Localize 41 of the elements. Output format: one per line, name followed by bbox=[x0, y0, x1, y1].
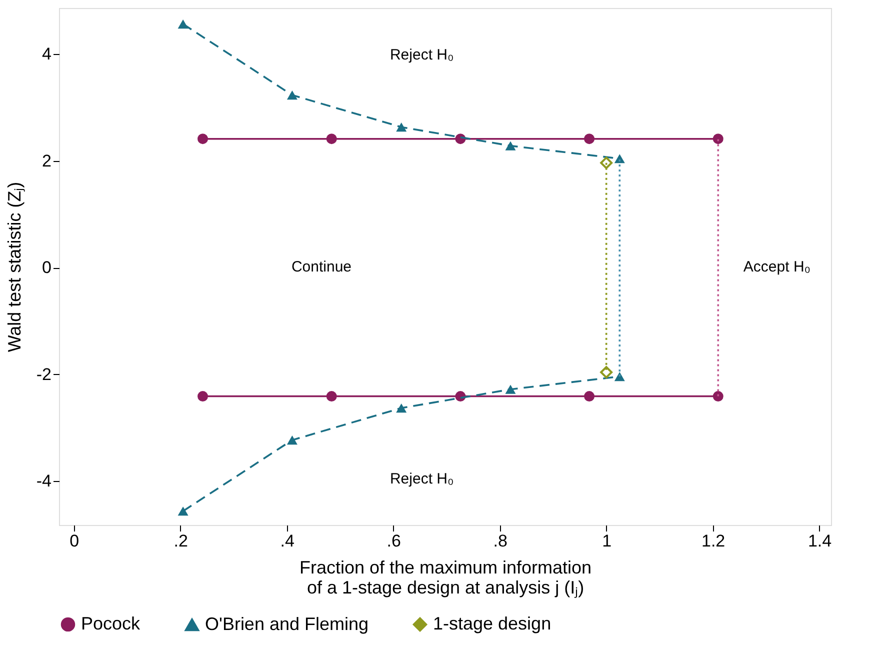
y-tick-label: -2 bbox=[36, 364, 52, 384]
x-tick-label: .8 bbox=[493, 532, 508, 550]
legend-label: O'Brien and Fleming bbox=[205, 614, 369, 634]
point bbox=[712, 391, 724, 402]
legend-label: 1-stage design bbox=[433, 613, 552, 634]
point bbox=[326, 134, 337, 144]
x-tick-label: 0 bbox=[70, 532, 80, 550]
y-tick-label: 0 bbox=[42, 258, 52, 278]
x-tick-label: .4 bbox=[280, 532, 294, 550]
point bbox=[326, 391, 337, 402]
annotation: Accept H₀ bbox=[743, 258, 811, 276]
x-tick-label: 1.2 bbox=[701, 532, 726, 550]
legend-label: Pocock bbox=[81, 613, 142, 634]
point bbox=[178, 19, 188, 29]
point bbox=[712, 134, 724, 144]
x-tick-label: .2 bbox=[174, 532, 188, 550]
annotation: Reject H₀ bbox=[390, 470, 454, 488]
point bbox=[505, 141, 516, 150]
point bbox=[396, 122, 407, 132]
x-axis-title: Fraction of the maximum information of a 1-stage design at analysis j (Iⱼ) bbox=[299, 558, 592, 598]
point bbox=[505, 384, 516, 394]
point bbox=[286, 436, 298, 445]
annotation: Reject H₀ bbox=[390, 46, 454, 64]
annotation: Continue bbox=[291, 258, 352, 276]
point bbox=[178, 506, 188, 516]
y-tick-label: 4 bbox=[42, 44, 52, 64]
point bbox=[614, 372, 625, 382]
x-tick-label: 1 bbox=[602, 532, 612, 550]
y-tick-label: -4 bbox=[36, 472, 52, 491]
point bbox=[198, 391, 208, 402]
point bbox=[198, 134, 208, 144]
y-axis-title: Wald test statistic (Zⱼ) bbox=[4, 182, 26, 352]
point bbox=[600, 156, 613, 170]
point bbox=[584, 391, 595, 402]
y-tick-label: 2 bbox=[42, 151, 52, 170]
point bbox=[286, 90, 298, 100]
point bbox=[600, 366, 613, 378]
x-tick-label: .6 bbox=[386, 532, 401, 550]
point bbox=[396, 403, 407, 413]
x-tick-label: 1.4 bbox=[808, 532, 832, 550]
point bbox=[584, 134, 595, 144]
